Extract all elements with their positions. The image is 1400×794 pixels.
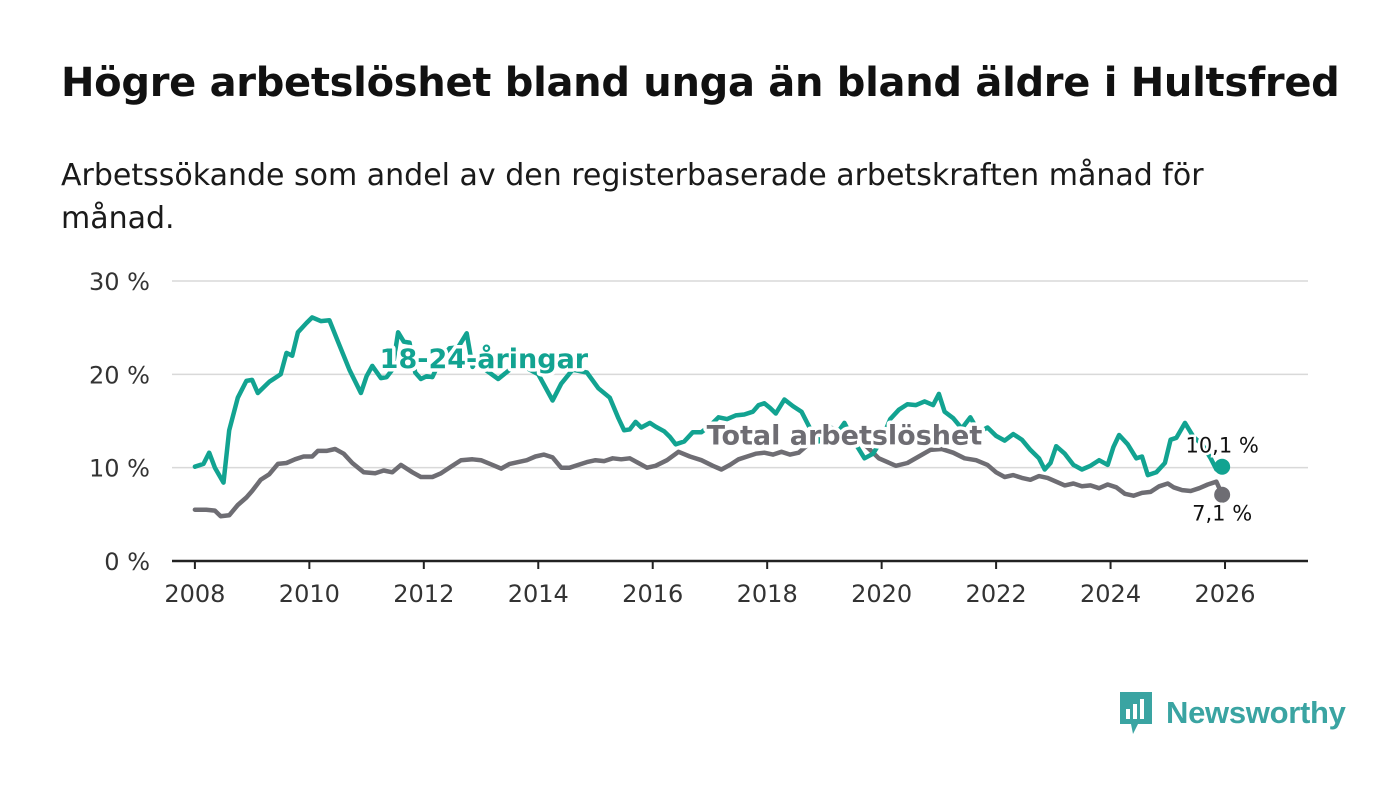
x-axis: 2008 2010 2012 2014 2016 2018 2020 2022 2024 2026: [164, 559, 1308, 608]
end-value-label: 7,1 %: [1192, 502, 1252, 526]
series-label: 18-24-åringar: [380, 343, 589, 375]
chart-subtitle: Arbetssökande som andel av den registerb…: [61, 158, 1204, 236]
newsworthy-logo: Newsworthy: [1118, 690, 1346, 736]
bar-chart-icon: [1120, 692, 1152, 734]
x-tick-label: 2024: [1080, 580, 1141, 608]
brand-name: Newsworthy: [1166, 695, 1346, 730]
y-tick-label: 30 %: [89, 268, 150, 296]
x-tick-label: 2020: [851, 580, 912, 608]
series-end-marker: [1214, 458, 1231, 475]
series-labels: 18-24-åringar 10,1 % Total arbetslöshet 7,1…: [376, 339, 1261, 528]
series-line: [192, 425, 1225, 519]
x-tick-label: 2018: [737, 580, 798, 608]
y-tick-label: 0 %: [104, 548, 150, 576]
x-tick-label: 2008: [164, 580, 225, 608]
series-label: Total arbetslöshet: [707, 420, 983, 451]
y-tick-label: 20 %: [89, 361, 150, 389]
y-tick-label: 10 %: [89, 455, 150, 483]
x-tick-label: 2016: [622, 580, 683, 608]
y-axis-ticks: 0 % 10 % 20 % 30 %: [89, 268, 150, 576]
series-line: [192, 315, 1225, 485]
x-tick-label: 2012: [393, 580, 454, 608]
chart-title: Högre arbetslöshet bland unga än bland ä…: [61, 60, 1340, 106]
series-end-marker: [1214, 486, 1231, 503]
end-value-label: 10,1 %: [1185, 434, 1258, 458]
x-tick-label: 2026: [1194, 580, 1255, 608]
x-tick-label: 2010: [279, 580, 340, 608]
x-tick-label: 2022: [966, 580, 1027, 608]
series-lines: [192, 315, 1231, 519]
x-tick-label: 2014: [508, 580, 569, 608]
